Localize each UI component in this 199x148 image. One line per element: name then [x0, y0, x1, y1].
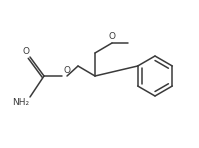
Text: O: O: [63, 66, 70, 75]
Text: O: O: [22, 47, 29, 56]
Text: O: O: [108, 32, 115, 41]
Text: NH₂: NH₂: [12, 98, 29, 107]
